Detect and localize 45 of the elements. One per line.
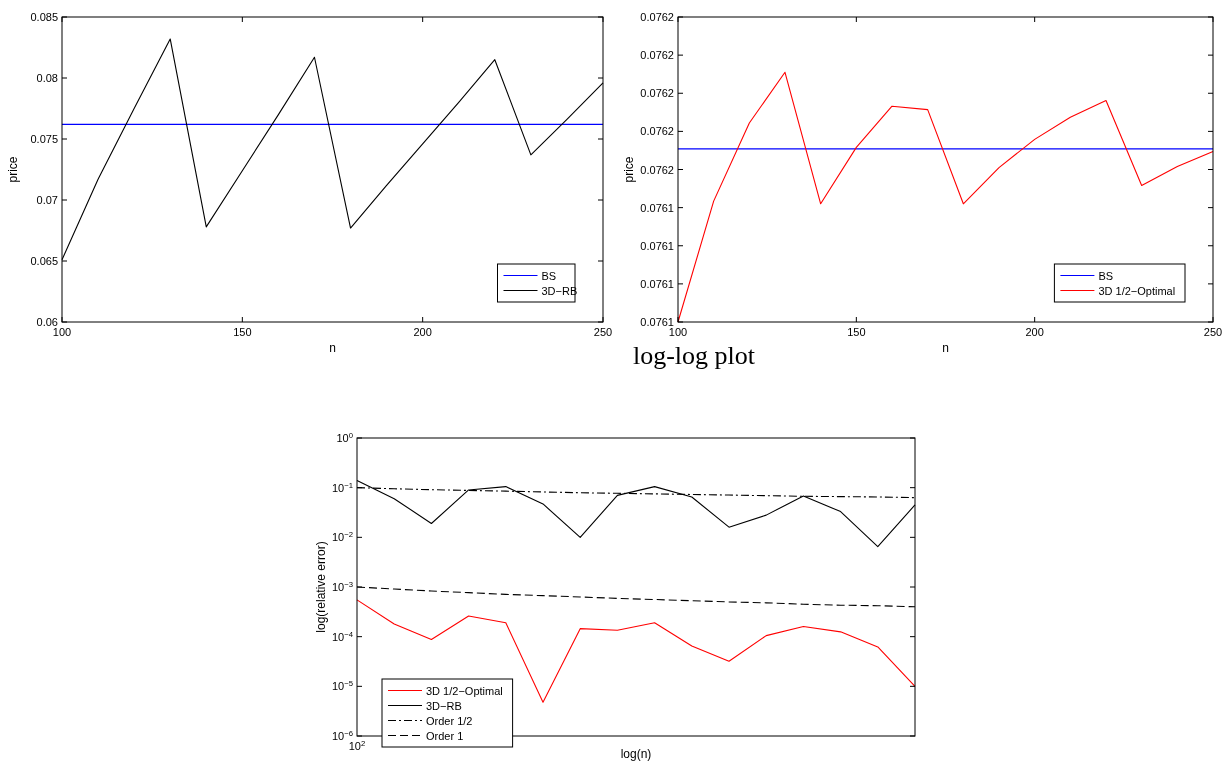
y-axis-title: price (622, 156, 636, 183)
y-tick-label: 0.0762 (640, 49, 674, 62)
y-tick-label: 0.0761 (640, 277, 674, 290)
y-tick-label: 0.0761 (640, 201, 674, 214)
y-axis-title: log(relative error) (314, 541, 328, 633)
x-tick-label: 100 (52, 326, 72, 338)
legend-label: 3D 1/2−Optimal (1098, 284, 1176, 297)
legend-label: 3D−RB (541, 284, 578, 297)
y-tick-label: 0.07 (36, 194, 58, 206)
y-tick-label: 0.065 (30, 255, 58, 267)
legend-label: Order 1 (426, 729, 464, 742)
y-tick-label: 0.075 (30, 133, 58, 145)
legend-label: BS (541, 269, 557, 282)
legend-label: BS (1098, 269, 1114, 282)
y-tick-label: 10$^{−3}$ (331, 579, 353, 593)
x-tick-label: 250 (593, 326, 613, 338)
x-tick-label: 100 (668, 326, 688, 338)
x-axis-title: n (942, 341, 949, 355)
y-tick-label: 0.0761 (640, 316, 674, 328)
x-tick-label: 150 (847, 326, 866, 338)
legend-label: 3D−RB (426, 699, 462, 712)
x-axis-title: log(n) (620, 747, 652, 761)
x-tick-label: 250 (1203, 326, 1223, 338)
y-tick-label: 0.08 (36, 72, 58, 84)
line-series (356, 599, 916, 703)
y-axis-title: price (6, 156, 20, 183)
y-tick-label: 0.0761 (640, 239, 674, 252)
x-tick-label: 150 (233, 326, 252, 338)
legend-label: 3D 1/2−Optimal (426, 684, 503, 697)
y-tick-label: 0.0762 (640, 11, 674, 23)
y-tick-label: 0.0762 (640, 163, 674, 176)
y-tick-label: 0.0762 (640, 125, 674, 138)
y-tick-label: 10$^{−1}$ (331, 480, 353, 494)
y-tick-label: 10$^{−2}$ (331, 529, 353, 544)
x-tick-label: 200 (1025, 326, 1044, 338)
legend-label: Order 1/2 (426, 714, 473, 727)
x-tick-label: 200 (413, 326, 432, 338)
y-tick-label: 0.06 (36, 316, 58, 328)
chart-title: log-log plot (632, 341, 756, 370)
y-tick-label: 10$^{0}$ (336, 430, 353, 444)
y-tick-label: 0.085 (30, 11, 58, 23)
y-tick-label: 10$^{−5}$ (331, 678, 353, 693)
y-tick-label: 0.0762 (640, 87, 674, 100)
x-axis-title: n (329, 341, 336, 355)
y-tick-label: 10$^{−4}$ (331, 629, 354, 643)
